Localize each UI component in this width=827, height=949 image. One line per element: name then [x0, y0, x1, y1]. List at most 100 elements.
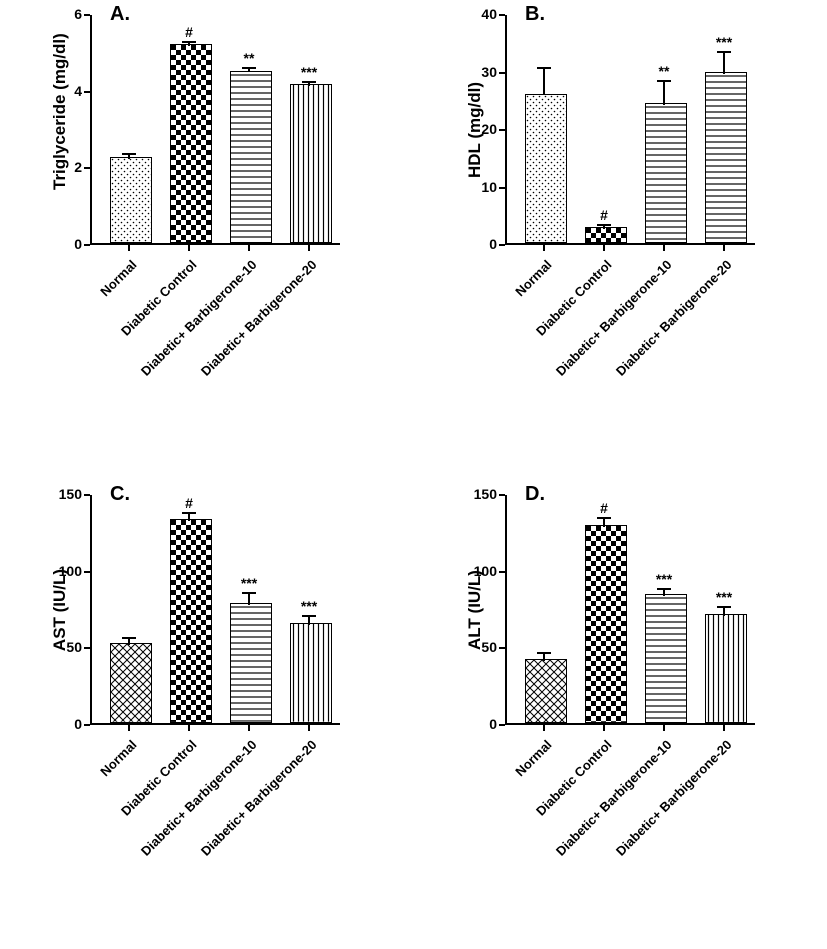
bar-fill-icon [706, 615, 746, 722]
bar-a-1 [170, 44, 212, 243]
significance-label: *** [656, 571, 672, 587]
x-tick-label: Diabetic+ Barbigerone-20 [182, 737, 320, 875]
bar-fill-icon [526, 660, 566, 722]
significance-label: *** [241, 575, 257, 591]
y-tick [499, 494, 505, 496]
bar-a-0 [110, 157, 152, 243]
x-tick [603, 725, 605, 731]
y-tick [84, 494, 90, 496]
error-bar [663, 589, 665, 597]
y-tick-label: 0 [52, 716, 82, 732]
y-tick-label: 40 [467, 6, 497, 22]
y-tick [499, 129, 505, 131]
error-cap [242, 592, 256, 594]
bar-d-1 [585, 525, 627, 723]
x-tick-label: Diabetic+ Barbigerone-20 [597, 257, 735, 395]
significance-label: # [185, 495, 193, 511]
error-cap [717, 606, 731, 608]
error-cap [302, 615, 316, 617]
bar-b-1 [585, 227, 627, 243]
y-tick [84, 14, 90, 16]
y-tick-label: 100 [52, 563, 82, 579]
bar-c-1 [170, 519, 212, 723]
bar-b-2 [645, 103, 687, 243]
error-bar [603, 518, 605, 527]
x-tick [543, 245, 545, 251]
bar-c-2 [230, 603, 272, 723]
significance-label: *** [716, 34, 732, 50]
x-tick [723, 245, 725, 251]
error-cap [537, 652, 551, 654]
x-tick [308, 725, 310, 731]
y-tick-label: 30 [467, 64, 497, 80]
y-tick-label: 2 [52, 159, 82, 175]
significance-label: # [600, 207, 608, 223]
bar-fill-icon [171, 520, 211, 722]
significance-label: *** [301, 64, 317, 80]
error-bar [188, 513, 190, 521]
error-bar [543, 68, 545, 96]
error-cap [537, 67, 551, 69]
error-cap [597, 224, 611, 226]
bar-a-2 [230, 71, 272, 244]
y-tick-label: 100 [467, 563, 497, 579]
error-cap [182, 512, 196, 514]
error-cap [122, 153, 136, 155]
y-tick [499, 724, 505, 726]
error-cap [717, 51, 731, 53]
y-tick [499, 571, 505, 573]
bar-c-3 [290, 623, 332, 723]
y-tick [499, 187, 505, 189]
x-tick [188, 245, 190, 251]
x-tick [663, 725, 665, 731]
error-cap [302, 81, 316, 83]
x-tick [248, 245, 250, 251]
error-cap [242, 67, 256, 69]
bar-fill-icon [231, 72, 271, 243]
panel-b: B.HDL (mg/dl)010203040Normal#Diabetic Co… [505, 15, 827, 445]
bar-c-0 [110, 643, 152, 723]
significance-label: ** [244, 50, 255, 66]
error-bar [663, 81, 665, 106]
bar-fill-icon [291, 85, 331, 242]
y-tick-label: 4 [52, 83, 82, 99]
panel-d: D.ALT (IU/L)050100150Normal#Diabetic Con… [505, 495, 827, 925]
figure-container: A.Triglyceride (mg/dl)0246Normal#Diabeti… [0, 0, 827, 949]
error-bar [723, 52, 725, 74]
significance-label: # [600, 500, 608, 516]
bar-fill-icon [706, 73, 746, 242]
x-tick-label: Diabetic+ Barbigerone-20 [182, 257, 320, 395]
significance-label: # [185, 24, 193, 40]
y-tick [84, 647, 90, 649]
error-cap [657, 588, 671, 590]
error-bar [128, 638, 130, 646]
error-bar [308, 616, 310, 625]
y-tick-label: 6 [52, 6, 82, 22]
error-bar [543, 653, 545, 661]
bar-fill-icon [586, 228, 626, 242]
bar-b-3 [705, 72, 747, 243]
error-cap [122, 637, 136, 639]
bar-fill-icon [111, 158, 151, 242]
panel-c: C.AST (IU/L)050100150Normal#Diabetic Con… [90, 495, 420, 925]
x-tick [128, 725, 130, 731]
bar-fill-icon [231, 604, 271, 722]
y-tick-label: 10 [467, 179, 497, 195]
y-tick [499, 14, 505, 16]
error-cap [597, 517, 611, 519]
bar-fill-icon [586, 526, 626, 722]
bar-a-3 [290, 84, 332, 243]
y-tick [499, 647, 505, 649]
x-tick [543, 725, 545, 731]
y-tick [499, 244, 505, 246]
y-tick-label: 50 [467, 639, 497, 655]
x-tick [663, 245, 665, 251]
error-bar [723, 607, 725, 616]
y-tick [84, 167, 90, 169]
bar-fill-icon [646, 595, 686, 722]
significance-label: *** [716, 589, 732, 605]
y-tick [84, 91, 90, 93]
x-tick [188, 725, 190, 731]
significance-label: *** [301, 598, 317, 614]
y-tick-label: 150 [52, 486, 82, 502]
